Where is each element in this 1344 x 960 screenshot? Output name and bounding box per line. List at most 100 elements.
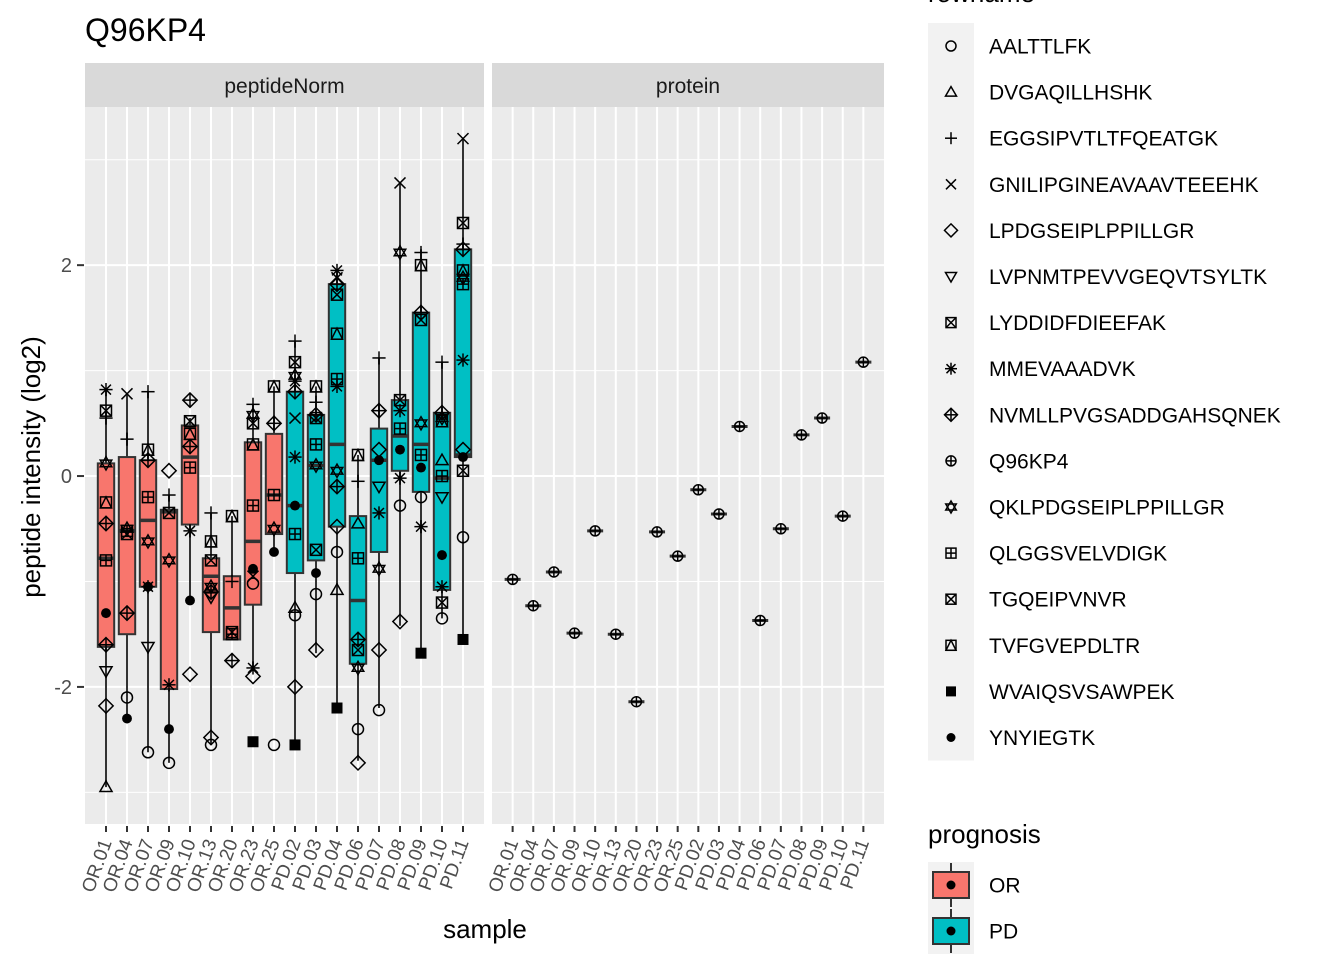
legend-key-PD — [928, 908, 974, 954]
point-diamond — [202, 729, 220, 746]
legend-key — [944, 85, 958, 97]
protein-point-OR.01 — [504, 573, 521, 586]
point-square-x — [120, 528, 134, 541]
boxplot-PD.03 — [306, 379, 326, 659]
protein-point-PD.02 — [690, 484, 707, 496]
point-square-x — [414, 313, 428, 327]
protein-point-PD.11 — [855, 356, 872, 368]
point-star — [98, 455, 114, 468]
strip-label: protein — [656, 75, 720, 98]
point-asterisk — [415, 521, 427, 533]
legend-key — [943, 407, 959, 423]
point-filled-circle — [290, 500, 300, 511]
legend-box — [932, 917, 970, 945]
point-triangle-down — [203, 592, 219, 605]
legend-key — [944, 499, 958, 515]
point-filled-circle — [946, 733, 956, 742]
point-square-x — [162, 506, 176, 520]
legend-key — [944, 638, 958, 652]
point-square-x — [204, 554, 218, 567]
point-diamond — [97, 697, 115, 715]
strip-label: peptideNorm — [224, 75, 344, 98]
point-asterisk — [100, 384, 112, 396]
point-star — [140, 537, 156, 550]
point-circle — [393, 499, 407, 512]
point-square-x — [183, 415, 197, 428]
legend-point — [946, 880, 956, 890]
legend-rowname: rowname AALTTLFK DVGAQILLHSHK EGGSIPVTLTFQE… — [928, 0, 1281, 761]
protein-point-OR.04 — [525, 599, 542, 612]
point-star — [413, 419, 429, 432]
point-diamond — [328, 518, 346, 535]
point-asterisk — [289, 451, 301, 463]
point-star — [161, 556, 177, 569]
legend-key — [945, 316, 957, 329]
point-square-x — [309, 543, 323, 556]
point-square-triangle — [414, 257, 428, 272]
point-circle — [435, 612, 449, 625]
point-star — [350, 663, 366, 677]
point-x — [945, 178, 957, 190]
point-diamond — [307, 641, 325, 659]
point-square-triangle — [351, 447, 365, 462]
point-circle — [945, 40, 957, 52]
protein-point-PD.10 — [834, 510, 851, 522]
point-star — [161, 552, 177, 565]
boxplot-OR.23 — [243, 397, 263, 748]
box — [306, 413, 326, 562]
point-diamond — [391, 613, 409, 630]
protein-point-PD.06 — [752, 614, 769, 627]
boxplot-PD.04 — [327, 263, 347, 714]
point-circle — [120, 691, 134, 704]
point-square-x — [351, 643, 365, 657]
boxplot-OR.10 — [180, 391, 200, 683]
box — [369, 427, 389, 553]
boxplot-OR.04 — [117, 387, 137, 724]
point-filled-square — [247, 736, 259, 748]
point-asterisk — [394, 405, 406, 417]
protein-point-OR.07 — [545, 566, 562, 578]
panel-peptideNorm: OR.01OR.04OR.07OR.09OR.10OR.13OR.20OR.23… — [78, 63, 484, 895]
point-triangle — [434, 452, 450, 466]
point-star — [329, 462, 345, 475]
point-circle — [162, 756, 176, 770]
protein-point-PD.03 — [710, 508, 727, 520]
point-filled-square — [289, 739, 301, 751]
panel-protein: OR.01OR.04OR.07OR.09OR.10OR.13OR.20OR.23… — [485, 63, 884, 895]
legend-label: QLGGSVELVDIGK — [989, 543, 1167, 566]
legend-key — [945, 593, 957, 605]
y-tick-label: 0 — [61, 466, 72, 488]
panel-background — [492, 107, 884, 824]
legend-key — [943, 222, 959, 238]
legend-label: YNYIEGTK — [989, 727, 1095, 750]
point-square-triangle — [246, 437, 260, 451]
point-square-x — [309, 412, 323, 425]
strip-background — [492, 63, 884, 107]
legend-label: AALTTLFK — [989, 36, 1091, 59]
point-filled-circle — [269, 547, 279, 557]
point-triangle-down — [371, 481, 387, 495]
point-filled-square — [946, 686, 956, 697]
legend-key — [945, 40, 957, 52]
point-square-x — [330, 288, 344, 301]
y-tick-label: 2 — [61, 255, 72, 277]
y-axis-title: peptide intensity (log2) — [16, 336, 46, 598]
point-star — [308, 461, 324, 474]
point-square-triangle — [225, 508, 239, 523]
point-asterisk — [394, 472, 406, 484]
protein-point-PD.04 — [731, 420, 748, 433]
point-square-triangle — [204, 534, 218, 548]
point-filled-circle — [458, 452, 468, 463]
legend-key — [946, 686, 956, 697]
point-star — [140, 533, 156, 546]
point-star — [266, 520, 282, 533]
point-star — [371, 564, 387, 577]
point-asterisk — [436, 581, 448, 593]
point-square-x — [945, 593, 957, 605]
boxplot-PD.11 — [453, 132, 473, 645]
point-square-x — [120, 527, 134, 541]
point-x — [246, 570, 260, 583]
strip-background — [85, 63, 484, 107]
boxplot-PD.08 — [390, 176, 410, 630]
